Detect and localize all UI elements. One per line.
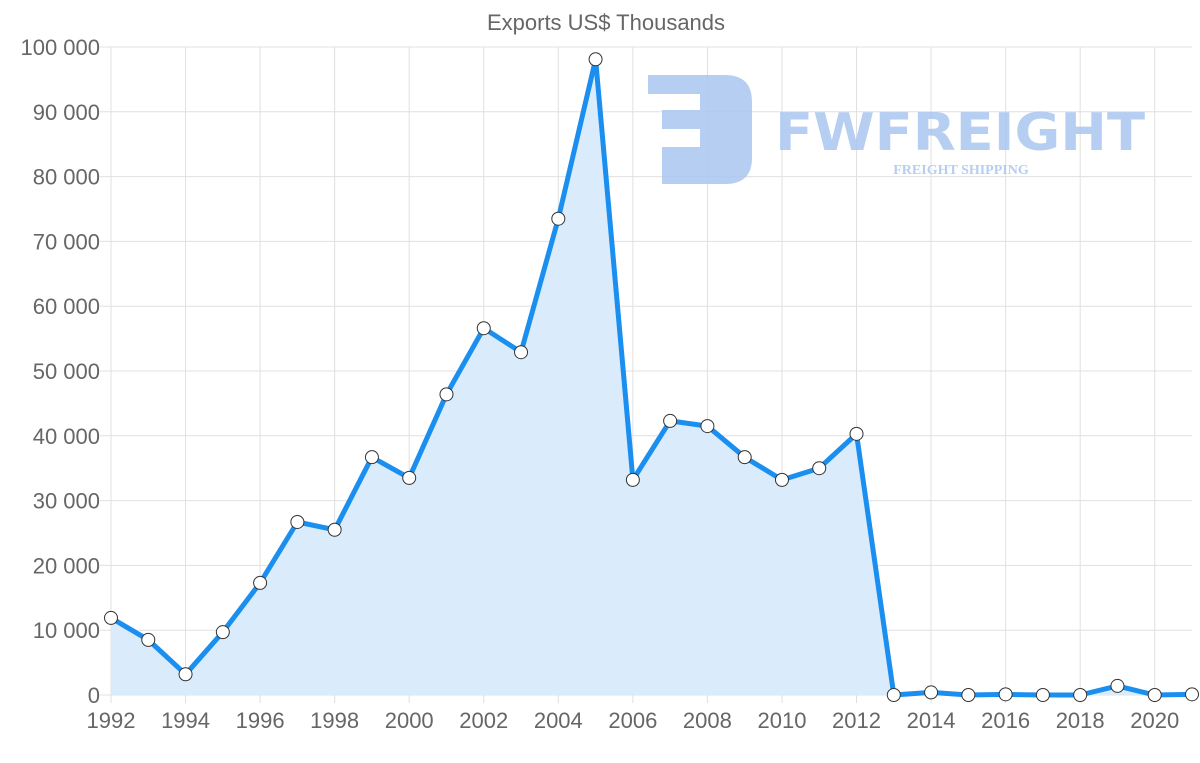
data-point[interactable] xyxy=(178,667,193,682)
y-tick-label: 60 000 xyxy=(33,294,100,319)
data-point[interactable] xyxy=(476,321,491,336)
data-point[interactable] xyxy=(1073,688,1088,702)
data-point[interactable] xyxy=(1035,688,1050,702)
y-axis: 0 10 000 20 000 30 000 40 000 50 000 60 000 70 … xyxy=(20,35,100,708)
data-point[interactable] xyxy=(290,514,305,529)
y-tick-label: 70 000 xyxy=(33,229,100,254)
x-tick-label: 2008 xyxy=(683,708,732,733)
data-points xyxy=(104,52,1199,702)
data-point[interactable] xyxy=(625,472,640,487)
data-point[interactable] xyxy=(588,52,603,67)
x-tick-label: 1994 xyxy=(161,708,210,733)
data-point[interactable] xyxy=(924,685,939,700)
x-tick-label: 2020 xyxy=(1130,708,1179,733)
data-point[interactable] xyxy=(849,426,864,441)
data-point[interactable] xyxy=(1147,688,1162,702)
data-point[interactable] xyxy=(104,610,118,625)
data-point[interactable] xyxy=(439,387,454,402)
data-point[interactable] xyxy=(998,687,1013,702)
data-point[interactable] xyxy=(402,470,417,485)
x-tick-label: 1996 xyxy=(236,708,285,733)
y-tick-label: 20 000 xyxy=(33,553,100,578)
x-tick-label: 2014 xyxy=(907,708,956,733)
x-tick-label: 1998 xyxy=(310,708,359,733)
y-tick-label: 50 000 xyxy=(33,359,100,384)
data-point[interactable] xyxy=(812,461,827,476)
x-tick-label: 1992 xyxy=(87,708,136,733)
data-point[interactable] xyxy=(700,419,715,434)
data-point[interactable] xyxy=(663,413,678,428)
x-tick-label: 2006 xyxy=(608,708,657,733)
y-tick-label: 90 000 xyxy=(33,100,100,125)
x-tick-label: 2016 xyxy=(981,708,1030,733)
y-tick-label: 40 000 xyxy=(33,424,100,449)
data-point[interactable] xyxy=(364,450,379,465)
data-point[interactable] xyxy=(1110,678,1125,693)
watermark-brand: FWFREIGHT xyxy=(775,103,1146,163)
y-tick-label: 10 000 xyxy=(33,618,100,643)
data-point[interactable] xyxy=(327,522,342,537)
y-tick-label: 0 xyxy=(88,683,100,708)
data-point[interactable] xyxy=(886,688,901,702)
data-point[interactable] xyxy=(961,688,976,702)
fwfreight-logo-icon xyxy=(648,75,752,184)
x-tick-label: 2010 xyxy=(757,708,806,733)
y-tick-label: 30 000 xyxy=(33,489,100,514)
data-point[interactable] xyxy=(1185,687,1199,702)
x-tick-label: 2012 xyxy=(832,708,881,733)
watermark-logo: FWFREIGHT FREIGHT SHIPPING xyxy=(648,75,1146,184)
data-point[interactable] xyxy=(215,625,230,640)
x-tick-label: 2018 xyxy=(1056,708,1105,733)
data-point[interactable] xyxy=(253,575,268,590)
x-axis: 1992 1994 1996 1998 2000 2002 2004 2006 2008 2010… xyxy=(87,708,1180,733)
area-fill xyxy=(111,59,1192,696)
data-point[interactable] xyxy=(514,345,529,360)
data-point[interactable] xyxy=(737,450,752,465)
watermark-tagline: FREIGHT SHIPPING xyxy=(893,163,1029,178)
x-tick-label: 2000 xyxy=(385,708,434,733)
data-point[interactable] xyxy=(141,632,156,647)
chart-title: Exports US$ Thousands xyxy=(487,10,725,35)
x-tick-label: 2004 xyxy=(534,708,583,733)
data-point[interactable] xyxy=(551,211,566,226)
y-tick-label: 100 000 xyxy=(20,35,100,60)
x-tick-label: 2002 xyxy=(459,708,508,733)
data-point[interactable] xyxy=(774,472,789,487)
y-tick-label: 80 000 xyxy=(33,165,100,190)
